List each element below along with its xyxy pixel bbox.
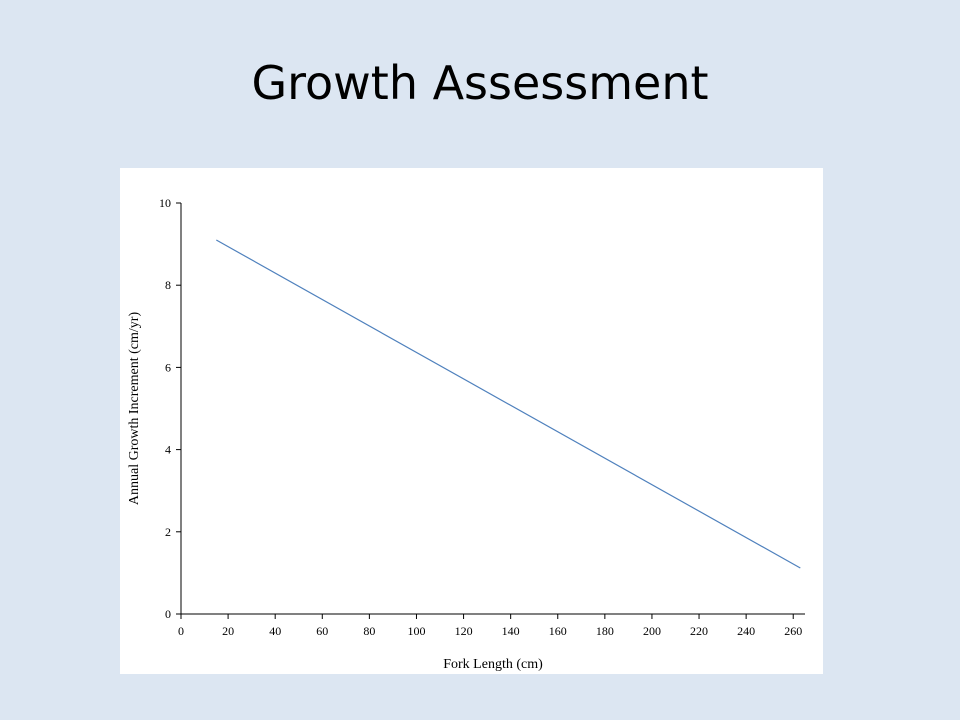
- y-tick-label: 8: [165, 278, 171, 292]
- y-tick-label: 2: [165, 525, 171, 539]
- x-tick-label: 240: [737, 624, 755, 638]
- x-tick-label: 260: [784, 624, 802, 638]
- x-tick-label: 40: [269, 624, 281, 638]
- chart-ticks: 0 20 40 60 80 100 120 140 160 180 200 220 240 260 0 2 4 6…: [159, 196, 802, 638]
- chart-series: [216, 239, 801, 569]
- slide-title: Growth Assessment: [251, 56, 709, 110]
- x-tick-label: 220: [690, 624, 708, 638]
- x-tick-label: 60: [316, 624, 328, 638]
- growth-chart: 0 20 40 60 80 100 120 140 160 180 200 220 240 260 0 2 4 6…: [127, 196, 805, 672]
- x-tick-label: 140: [502, 624, 520, 638]
- x-tick-label: 20: [222, 624, 234, 638]
- x-tick-label: 80: [363, 624, 375, 638]
- y-axis-label: Annual Growth Increment (cm/yr): [127, 312, 142, 506]
- x-tick-label: 120: [455, 624, 473, 638]
- y-tick-label: 4: [165, 443, 171, 457]
- y-tick-label: 6: [165, 360, 171, 374]
- x-tick-label: 0: [178, 624, 184, 638]
- y-tick-label: 0: [165, 607, 171, 621]
- chart-axes: [180, 203, 805, 615]
- x-tick-label: 200: [643, 624, 661, 638]
- x-tick-label: 180: [596, 624, 614, 638]
- x-tick-label: 160: [549, 624, 567, 638]
- x-tick-label: 100: [407, 624, 425, 638]
- y-tick-label: 10: [159, 196, 171, 210]
- chart-panel: 0 20 40 60 80 100 120 140 160 180 200 220 240 260 0 2 4 6…: [120, 168, 823, 674]
- x-axis-label: Fork Length (cm): [443, 657, 543, 672]
- series-line: [216, 239, 801, 569]
